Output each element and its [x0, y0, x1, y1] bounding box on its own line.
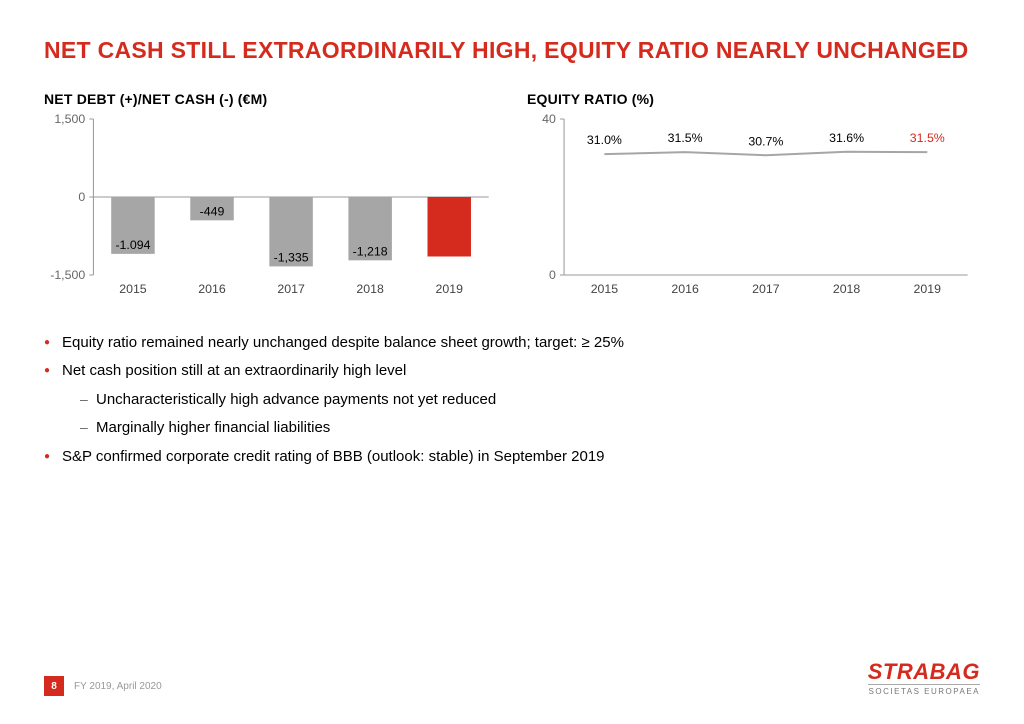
net-debt-chart: NET DEBT (+)/NET CASH (-) (€M) -1,500 0 1,… [44, 91, 497, 303]
svg-text:31.5%: 31.5% [668, 131, 703, 145]
slide-footer: 8 FY 2019, April 2020 STRABAG SOCIETAS E… [44, 662, 980, 696]
brand-logo: STRABAG SOCIETAS EUROPAEA [868, 662, 980, 696]
sub-bullet-item: Uncharacteristically high advance paymen… [80, 386, 980, 415]
svg-text:2017: 2017 [277, 282, 305, 296]
equity-ratio-chart-svg: 0 40 31.0% 31.5% 30.7% 31.6% 31.5% 2015 2016 2017… [527, 113, 980, 303]
svg-text:2015: 2015 [119, 282, 147, 296]
brand-logo-main: STRABAG [868, 662, 980, 683]
svg-text:40: 40 [542, 113, 556, 126]
svg-text:31.0%: 31.0% [587, 133, 622, 147]
bullet-item: S&P confirmed corporate credit rating of… [44, 443, 980, 472]
net-debt-chart-svg: -1,500 0 1,500 -1.094 2015 -449 2016 -1,335 2017… [44, 113, 497, 303]
svg-text:2019: 2019 [436, 282, 464, 296]
net-debt-chart-title: NET DEBT (+)/NET CASH (-) (€M) [44, 91, 497, 107]
page-number-badge: 8 [44, 676, 64, 696]
sub-bullet-item: Marginally higher financial liabilities [80, 414, 980, 443]
svg-text:31.5%: 31.5% [910, 131, 945, 145]
svg-text:-1,144: -1,144 [432, 240, 467, 254]
slide-title: NET CASH STILL EXTRAORDINARILY HIGH, EQU… [44, 36, 980, 65]
svg-text:2016: 2016 [198, 282, 226, 296]
svg-text:-1,335: -1,335 [274, 250, 309, 264]
svg-text:-1,500: -1,500 [50, 268, 85, 282]
footer-text: FY 2019, April 2020 [74, 681, 162, 692]
svg-text:2015: 2015 [591, 282, 619, 296]
bullet-item: Net cash position still at an extraordin… [44, 357, 980, 443]
svg-text:2016: 2016 [671, 282, 699, 296]
svg-text:-449: -449 [200, 204, 225, 218]
svg-text:-1,218: -1,218 [353, 244, 388, 258]
charts-row: NET DEBT (+)/NET CASH (-) (€M) -1,500 0 1,… [44, 91, 980, 303]
equity-ratio-chart-title: EQUITY RATIO (%) [527, 91, 980, 107]
svg-text:31.6%: 31.6% [829, 131, 864, 145]
svg-text:-1.094: -1.094 [115, 238, 150, 252]
svg-text:30.7%: 30.7% [748, 134, 783, 148]
svg-text:0: 0 [78, 190, 85, 204]
svg-text:2017: 2017 [752, 282, 780, 296]
svg-text:0: 0 [549, 268, 556, 282]
svg-text:2018: 2018 [356, 282, 384, 296]
equity-ratio-chart: EQUITY RATIO (%) 0 40 31.0% 31.5% 30.7% 31.6%… [527, 91, 980, 303]
brand-logo-sub: SOCIETAS EUROPAEA [868, 684, 980, 696]
svg-text:2018: 2018 [833, 282, 861, 296]
bullet-list: Equity ratio remained nearly unchanged d… [44, 329, 980, 472]
svg-text:1,500: 1,500 [54, 113, 85, 126]
bullet-item: Equity ratio remained nearly unchanged d… [44, 329, 980, 358]
svg-text:2019: 2019 [914, 282, 942, 296]
